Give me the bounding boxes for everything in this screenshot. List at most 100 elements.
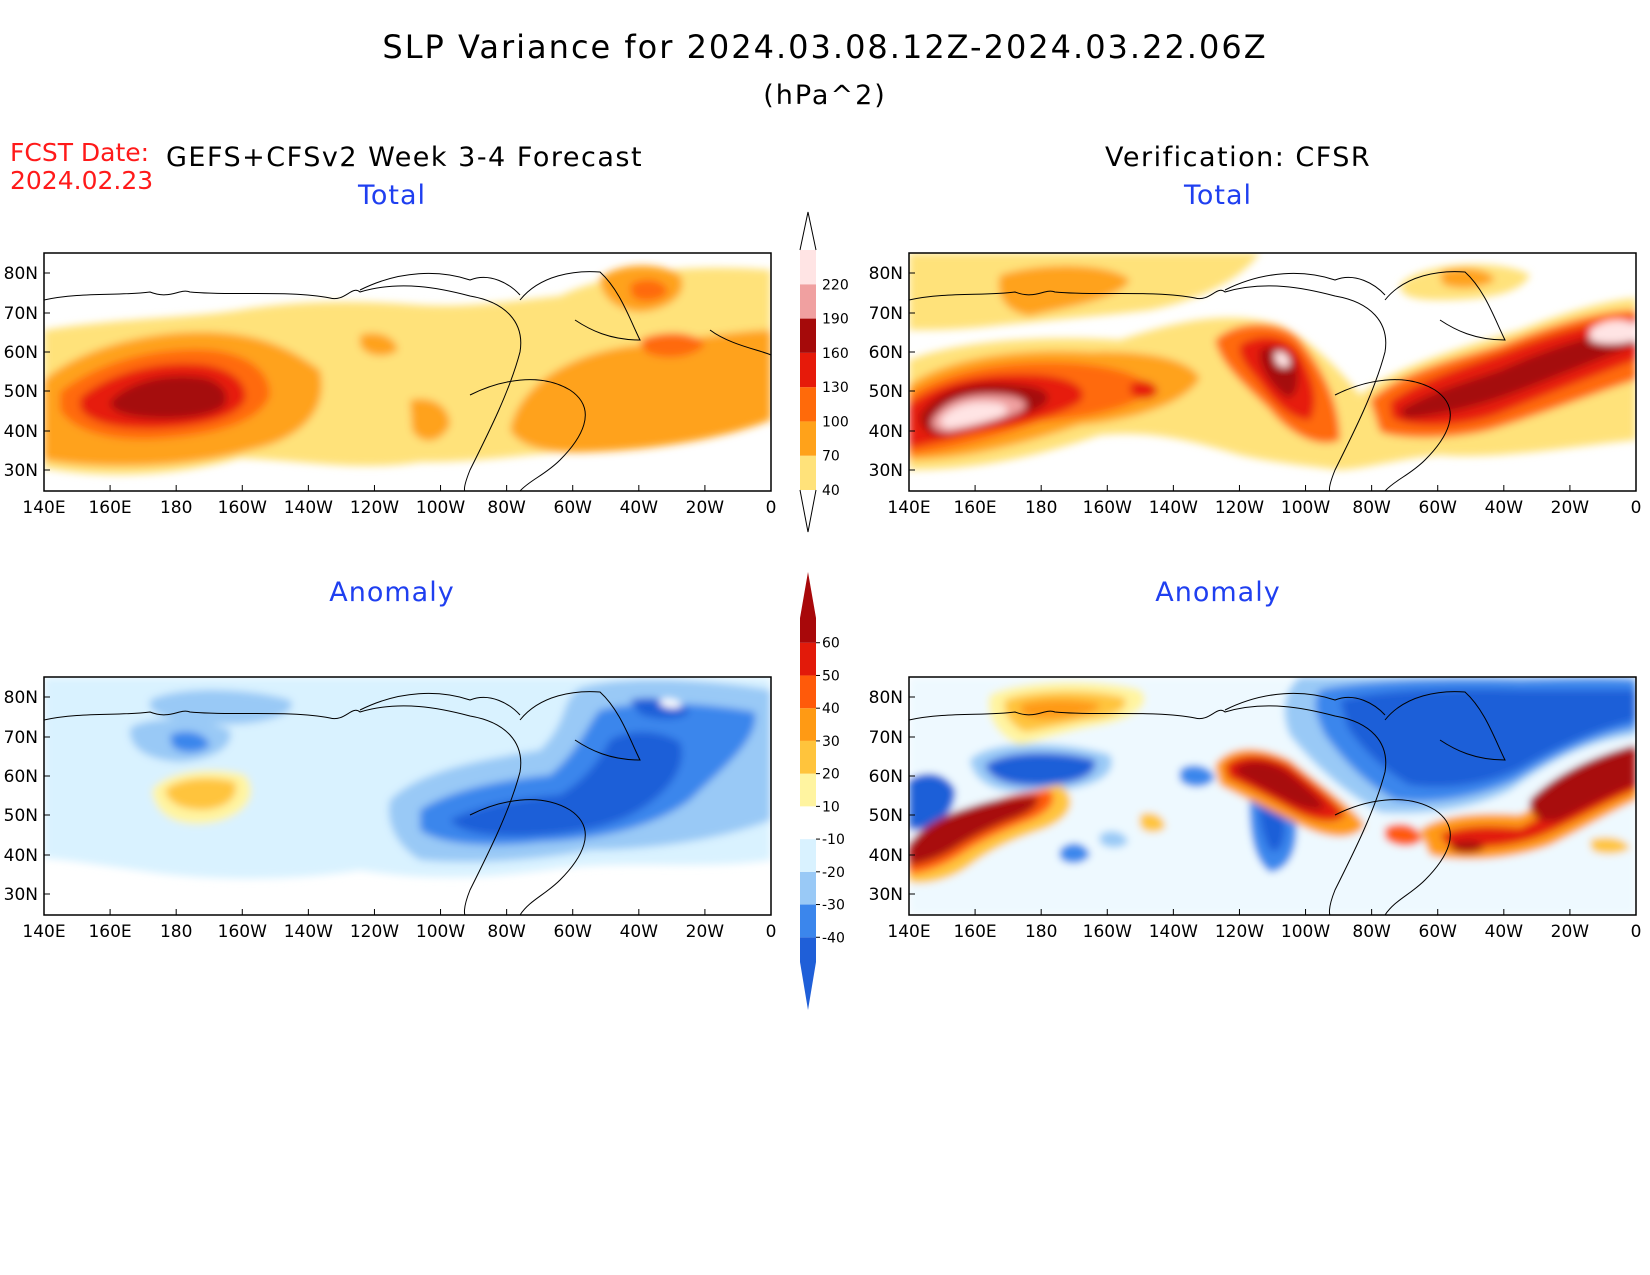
anomaly-colorbar-bin [800,773,816,807]
lon-tick-label: 140W [284,498,333,518]
verification-column-header: Verification: CFSR [1105,142,1372,173]
lon-tick-label: 20W [1551,922,1590,942]
lat-tick-label: 60N [4,767,38,787]
forecast-date: 2024.02.23 [10,166,154,195]
lon-tick-label: 40W [620,498,659,518]
lon-tick-label: 100W [1281,922,1330,942]
lat-tick-label: 70N [869,728,903,748]
lat-tick-label: 60N [869,343,903,363]
lon-tick-label: 20W [1551,498,1590,518]
lon-tick-label: 80W [487,498,526,518]
total-colorbar-bin [800,284,816,319]
verification-total-frame [908,252,1637,492]
lon-tick-label: 80W [1352,922,1391,942]
lon-tick-label: 100W [1281,498,1330,518]
lon-tick-label: 60W [554,498,593,518]
anomaly-colorbar-bottom-arrow [800,937,816,1010]
anomaly-colorbar-bin [800,871,816,905]
lat-tick-label: 80N [4,688,38,708]
verification-anomaly-frame [908,676,1637,916]
lon-tick-label: 180 [1025,922,1057,942]
anomaly-colorbar-bin [800,675,816,709]
lat-tick-label: 50N [869,382,903,402]
forecast-total-frame [43,252,772,492]
forecast-anomaly-map [44,677,771,915]
lon-tick-label: 120W [1215,922,1264,942]
total-colorbar-bin [800,352,816,388]
total-colorbar-label: 70 [822,449,840,465]
anomaly-colorbar-bin [800,806,816,840]
lat-tick-label: 40N [869,422,903,442]
anomaly-colorbar-top-arrow [800,572,816,643]
lon-tick-label: 140W [1149,922,1198,942]
lat-tick-label: 70N [869,304,903,324]
anomaly-colorbar-label: 30 [822,734,840,750]
anomaly-colorbar-label: -40 [822,930,845,946]
lon-tick-label: 60W [1419,498,1458,518]
anomaly-colorbar-bin [800,839,816,872]
lon-tick-label: 80W [487,922,526,942]
lat-tick-label: 50N [869,806,903,826]
forecast-anomaly-frame [43,676,772,916]
lat-tick-label: 40N [869,846,903,866]
lon-tick-label: 140E [22,498,65,518]
anomaly-colorbar-label: 10 [822,799,840,815]
total-colorbar-label: 100 [822,414,849,430]
lon-tick-label: 180 [1025,498,1057,518]
lat-tick-label: 80N [4,264,38,284]
anomaly-colorbar-label: 20 [822,767,840,783]
anomaly-colorbar-bin [800,708,816,741]
verification-total-subtitle: Total [1183,180,1253,211]
lon-tick-label: 40W [1485,922,1524,942]
lat-tick-label: 80N [869,264,903,284]
lon-tick-label: 140E [887,498,930,518]
lon-tick-label: 100W [416,498,465,518]
total-colorbar-label: 40 [822,483,840,499]
lon-tick-label: 0 [766,922,777,942]
lon-tick-label: 160E [953,498,996,518]
total-colorbar-bin [800,455,816,490]
lon-tick-label: 20W [686,922,725,942]
forecast-date-label: FCST Date: [10,138,150,167]
anomaly-colorbar-label: -30 [822,898,845,914]
coastline-overlay [43,271,1506,916]
lon-tick-label: 120W [1215,498,1264,518]
lat-tick-label: 50N [4,806,38,826]
lon-tick-label: 180 [160,498,192,518]
lon-tick-label: 100W [416,922,465,942]
lon-tick-label: 160W [1083,922,1132,942]
anomaly-colorbar-label: -20 [822,865,845,881]
lon-tick-label: 140E [887,922,930,942]
anomaly-colorbar-bin [800,740,816,774]
lon-tick-label: 60W [554,922,593,942]
forecast-total-subtitle: Total [357,180,427,211]
lon-tick-label: 140W [1149,498,1198,518]
lon-tick-label: 140W [284,922,333,942]
anomaly-colorbar-bin [800,904,816,938]
lat-tick-label: 40N [4,422,38,442]
total-colorbar-bin [800,250,816,285]
total-colorbar-bin [800,318,816,353]
verification-anomaly-map [909,677,1636,915]
total-colorbar-bin [800,421,816,456]
verification-total-map [909,253,1636,491]
lon-tick-label: 80W [1352,498,1391,518]
lon-tick-label: 140E [22,922,65,942]
lon-tick-label: 180 [160,922,192,942]
total-colorbar-bin [800,387,816,422]
lat-tick-label: 40N [4,846,38,866]
forecast-anomaly-subtitle: Anomaly [329,577,455,608]
lat-tick-label: 60N [869,767,903,787]
lon-tick-label: 40W [620,922,659,942]
lon-tick-label: 40W [1485,498,1524,518]
lat-tick-label: 70N [4,304,38,324]
lat-tick-label: 80N [869,688,903,708]
lat-tick-label: 30N [4,885,38,905]
verification-anomaly-subtitle: Anomaly [1155,577,1281,608]
lon-tick-label: 120W [350,498,399,518]
total-colorbar-bottom-arrow [799,489,817,533]
lon-tick-label: 60W [1419,922,1458,942]
lon-tick-label: 160E [88,498,131,518]
lon-tick-label: 160E [88,922,131,942]
